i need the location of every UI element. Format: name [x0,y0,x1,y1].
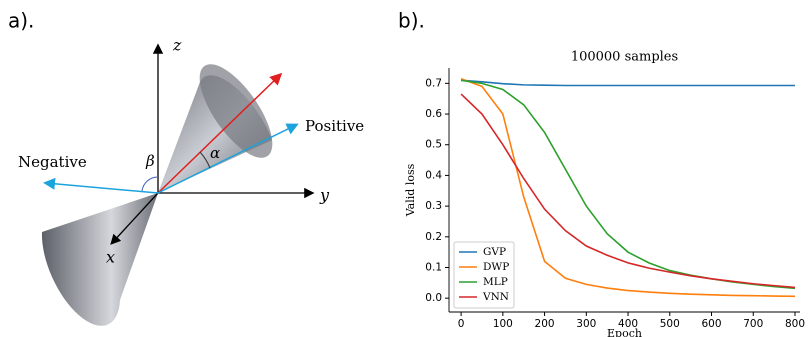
axis-label: z [172,36,182,55]
vector-label: Positive [305,117,364,135]
vector-label: Negative [18,153,87,171]
x-tick-label: 100 [493,318,513,330]
legend-label: GVP [483,246,506,258]
y-tick-label: 0.3 [425,200,442,212]
legend-label: DWP [483,261,509,273]
lower-cone [41,193,159,326]
y-tick-label: 0.6 [425,108,442,120]
axis-label: y [319,186,330,205]
x-tick-label: 600 [701,318,721,330]
alpha-arc [199,151,211,169]
axis-label: x [106,248,115,267]
y-axis-label: Valid loss [404,163,417,217]
chart-title: 100000 samples [571,50,678,65]
angle-label: α [210,144,220,162]
x-tick-label: 500 [660,318,680,330]
legend-label: VNN [482,291,509,303]
beta-arc [141,176,159,192]
cone-diagram: a). z y x Positive Negative β α [8,9,364,326]
series-line [460,77,796,298]
cone-axis [157,72,283,194]
x-tick-label: 0 [458,318,465,330]
y-tick-label: 0.0 [425,292,442,304]
x-tick-label: 400 [618,318,638,330]
y-tick-label: 0.1 [425,261,442,273]
negative-vector [43,177,159,194]
x-tick-label: 300 [576,318,596,330]
panel-label: a). [8,9,34,33]
legend-box [453,241,515,309]
x-tick-label: 700 [743,318,763,330]
legend-label: MLP [483,276,508,288]
angle-label: β [145,152,155,170]
x-axis [110,192,159,245]
series-line [460,93,796,289]
positive-vector [157,123,299,194]
panel-label: b). [398,9,425,33]
y-tick-label: 0.7 [425,77,442,89]
x-axis-label: Epoch [607,327,642,337]
x-tick-label: 200 [535,318,555,330]
y-tick-label: 0.2 [425,231,442,243]
series-line [461,79,795,87]
y-tick-label: 0.4 [425,169,442,181]
y-tick-label: 0.5 [425,139,442,151]
x-tick-label: 800 [785,318,805,330]
upper-cone-rim [199,64,273,158]
